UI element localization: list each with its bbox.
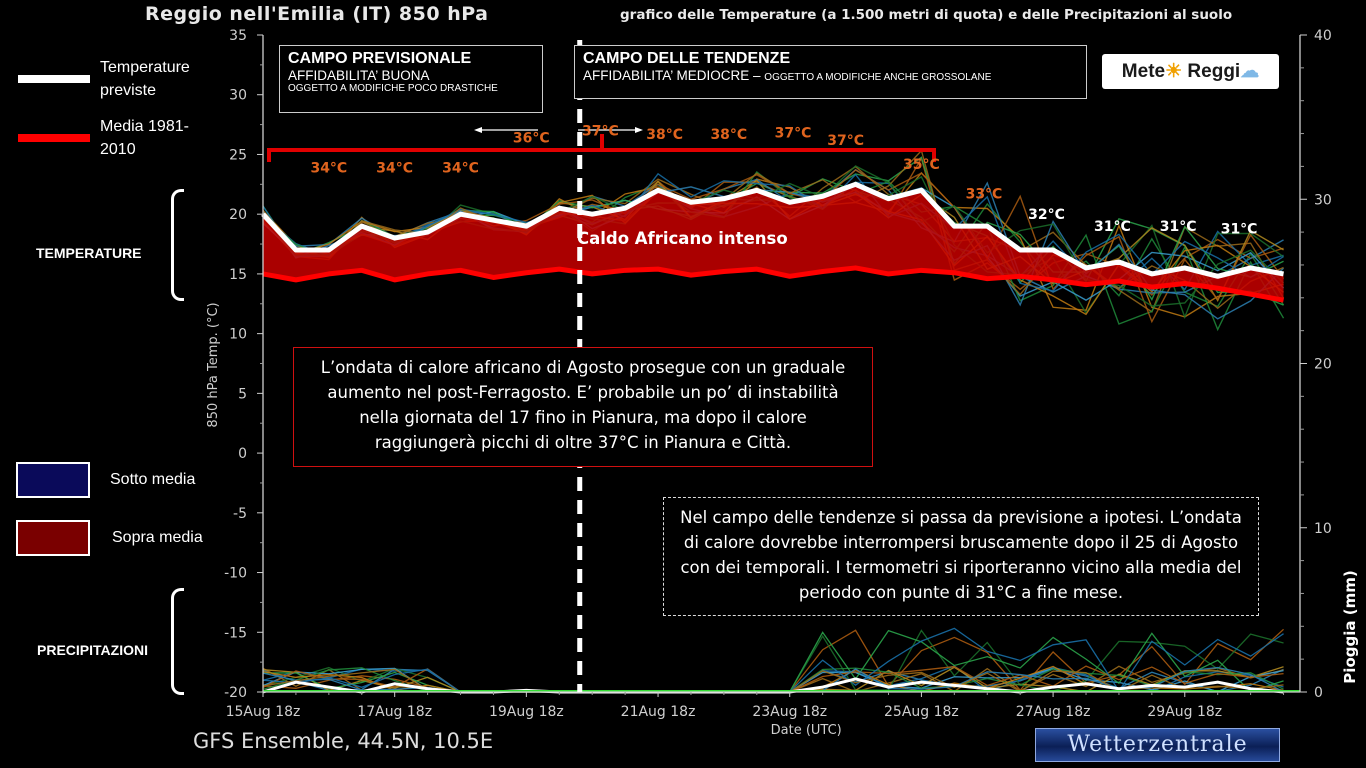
left-tick-label: -20 (224, 685, 247, 701)
trend-zone-line: AFFIDABILITA’ MEDIOCRE – OGGETTO A MODIF… (583, 68, 1078, 83)
trend-zone-heading: CAMPO DELLE TENDENZE (583, 50, 791, 67)
meteo-reggio-logo: Mete☀ Reggi☁ (1102, 54, 1279, 89)
forecast-temperature-line (261, 181, 1284, 279)
legend-below-swatch (16, 462, 90, 498)
x-tick-label: 15Aug 18z (226, 704, 301, 720)
left-tick-label: -10 (224, 566, 247, 582)
temperature-annotation: 37°C (582, 123, 619, 139)
x-tick-label: 27Aug 18z (1016, 704, 1091, 720)
right-tick-label: 20 (1314, 357, 1332, 373)
legend-forecast-line (18, 75, 90, 83)
x-axis-title: Date (UTC) (771, 723, 842, 738)
temperature-side-label: TEMPERATURE (36, 245, 142, 261)
legend-above-swatch (16, 520, 90, 556)
right-tick-label: 10 (1314, 521, 1332, 537)
precipitation-bracket (171, 588, 184, 695)
forecast-zone-heading: CAMPO PREVISIONALE (288, 50, 472, 67)
left-tick-label: 10 (229, 327, 247, 343)
legend-mean-label: Media 1981-2010 (100, 118, 189, 158)
left-tick-label: 25 (229, 147, 247, 163)
ensemble-member-line (262, 172, 1284, 292)
left-tick-label: 30 (229, 88, 247, 104)
x-tick-label: 17Aug 18z (357, 704, 432, 720)
legend-above-label: Sopra media (112, 529, 203, 546)
logo-text-right: Reggi (1187, 61, 1241, 82)
temperature-annotation: 32°C (1028, 207, 1065, 223)
left-tick-label: 5 (238, 386, 247, 402)
wetterzentrale-logo: Wetterzentrale (1035, 728, 1280, 762)
x-tick-label: 29Aug 18z (1147, 704, 1222, 720)
trend-zone-note: OGGETTO A MODIFICHE ANCHE GROSSOLANE (764, 72, 992, 83)
cloud-icon: ☁ (1240, 61, 1260, 82)
heatwave-note: L’ondata di calore africano di Agosto pr… (293, 347, 873, 467)
temperature-annotation: 31°C (1221, 221, 1258, 237)
band-label: Caldo Africano intenso (577, 229, 788, 248)
forecast-zone-note: OGGETTO A MODIFICHE POCO DRASTICHE (288, 83, 498, 94)
right-arrow-head (635, 127, 643, 133)
temperature-annotation: 31°C (1094, 219, 1131, 235)
left-axis-title: 850 hPa Temp. (°C) (206, 302, 221, 427)
chart-subtitle: grafico delle Temperature (a 1.500 metri… (620, 7, 1233, 23)
temperature-annotation: 36°C (513, 131, 550, 147)
right-tick-label: 40 (1314, 28, 1332, 44)
temperature-annotation: 37°C (827, 133, 864, 149)
left-tick-label: 35 (229, 28, 247, 44)
trend-zone-reliability: AFFIDABILITA’ MEDIOCRE – (583, 68, 761, 83)
left-arrow-head (474, 127, 482, 133)
temperature-annotation: 35°C (903, 157, 940, 173)
left-tick-label: 20 (229, 207, 247, 223)
temperature-annotation: 38°C (710, 127, 747, 143)
forecast-zone-reliability: AFFIDABILITA’ BUONA (288, 68, 430, 83)
legend-below-label: Sotto media (110, 471, 196, 488)
left-tick-label: -5 (233, 506, 247, 522)
left-tick-label: -15 (224, 625, 247, 641)
temperature-annotation: 38°C (646, 127, 683, 143)
right-tick-label: 0 (1314, 685, 1323, 701)
x-tick-label: 23Aug 18z (752, 704, 827, 720)
left-tick-label: 15 (229, 267, 247, 283)
legend-forecast-label: Temperature previste (100, 59, 190, 99)
forecast-zone-box: CAMPO PREVISIONALE AFFIDABILITA’ BUONA O… (279, 45, 543, 113)
left-tick-label: 0 (238, 446, 247, 462)
temperature-bracket (171, 189, 184, 301)
x-tick-label: 21Aug 18z (621, 704, 696, 720)
above-mean-band (263, 184, 1284, 301)
trend-zone-box: CAMPO DELLE TENDENZE AFFIDABILITA’ MEDIO… (574, 45, 1087, 99)
heatwave-bracket (267, 148, 936, 162)
model-footer: GFS Ensemble, 44.5N, 10.5E (193, 729, 494, 753)
temperature-annotation: 34°C (310, 160, 347, 176)
temperature-annotation: 34°C (376, 160, 413, 176)
temperature-annotation: 31°C (1160, 219, 1197, 235)
legend-mean-line (18, 134, 90, 142)
chart-title: Reggio nell'Emilia (IT) 850 hPa (145, 3, 489, 25)
right-axis-title: Pioggia (mm) (1341, 570, 1359, 683)
temperature-annotation: 37°C (775, 126, 812, 142)
trend-note: Nel campo delle tendenze si passa da pre… (663, 497, 1259, 616)
sun-icon: ☀ (1165, 61, 1183, 82)
logo-text-left: Mete (1121, 61, 1166, 82)
temperature-annotation: 34°C (442, 160, 479, 176)
x-tick-label: 25Aug 18z (884, 704, 959, 720)
right-tick-label: 30 (1314, 192, 1332, 208)
temperature-annotation: 33°C (966, 187, 1003, 203)
climate-mean-line (262, 265, 1284, 303)
precipitation-side-label: PRECIPITAZIONI (37, 642, 148, 658)
x-tick-label: 19Aug 18z (489, 704, 564, 720)
